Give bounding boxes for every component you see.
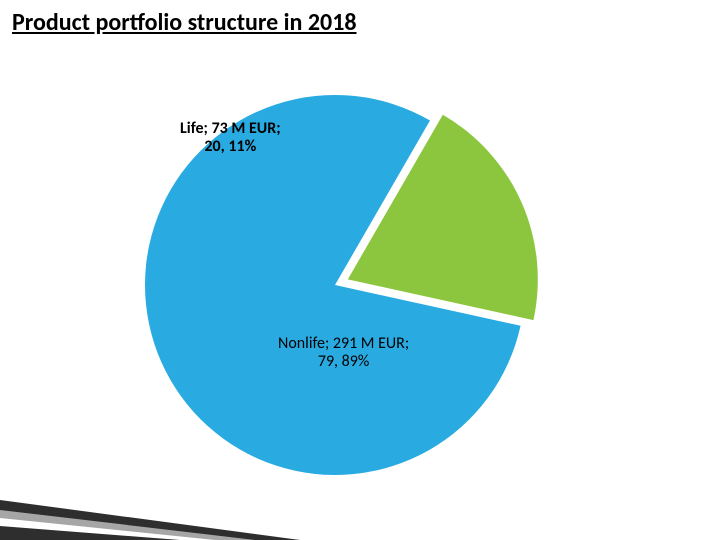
slice-label-nonlife: Nonlife; 291 M EUR;79, 89% [278,335,409,372]
slice-label-life: Life; 73 M EUR;20, 11% [180,120,281,157]
page-title: Product portfolio structure in 2018 [12,8,357,37]
